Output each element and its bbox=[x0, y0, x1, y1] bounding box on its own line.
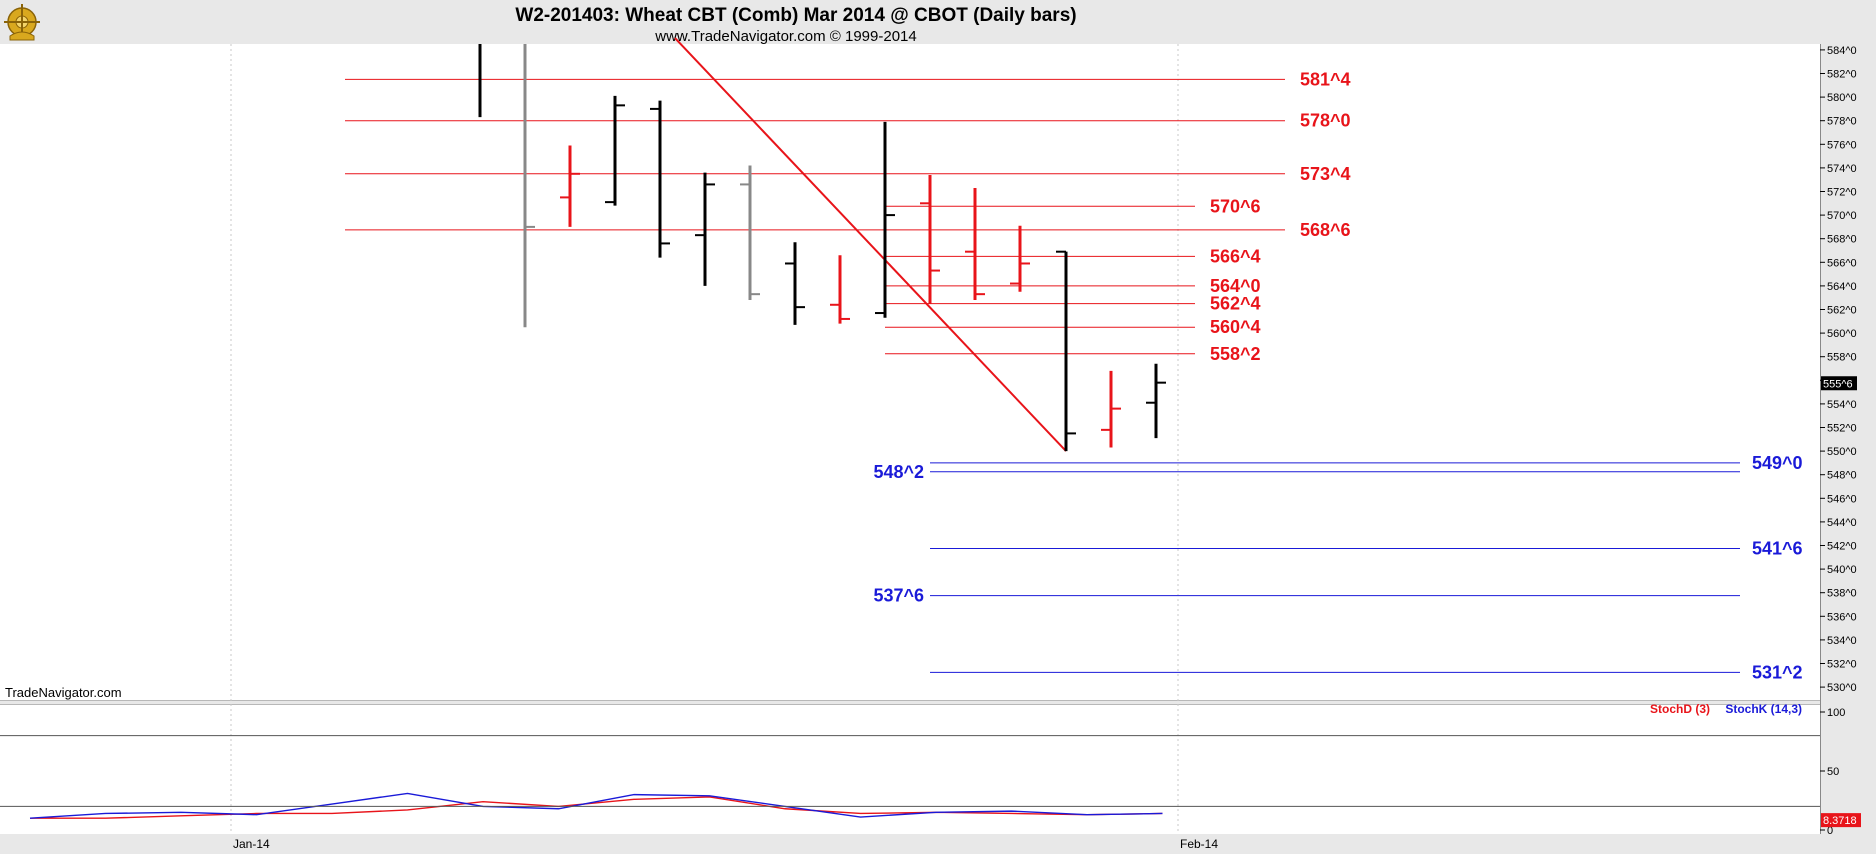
price-bar bbox=[740, 165, 760, 301]
price-bar bbox=[785, 242, 805, 325]
price-tick-label: 562^0 bbox=[1827, 305, 1857, 317]
support-label: 537^6 bbox=[873, 586, 924, 606]
price-tick-label: 574^0 bbox=[1827, 163, 1857, 175]
legend-stochk: StochK (14,3) bbox=[1725, 702, 1802, 716]
stoch-tick-label: 50 bbox=[1827, 766, 1839, 778]
price-axis: 530^0 532^0 534^0 536^0 538^0 540^0 542^0 544^0… bbox=[1820, 45, 1857, 694]
price-tick-label: 542^0 bbox=[1827, 541, 1857, 553]
price-bar bbox=[920, 174, 940, 304]
watermark: TradeNavigator.com bbox=[5, 685, 122, 700]
price-bar bbox=[1101, 370, 1121, 448]
resistance-label: 560^4 bbox=[1210, 317, 1261, 337]
last-price-box bbox=[1821, 376, 1857, 391]
price-tick-label: 560^0 bbox=[1827, 328, 1857, 340]
date-tick-label: Jan-14 bbox=[233, 837, 270, 851]
date-axis: Jan-14 Feb-14 bbox=[233, 837, 1218, 851]
price-tick-label: 534^0 bbox=[1827, 635, 1857, 647]
support-label: 549^0 bbox=[1752, 453, 1803, 473]
price-bar bbox=[605, 95, 625, 206]
price-bar bbox=[830, 255, 850, 324]
price-bar bbox=[650, 100, 670, 258]
stochastic-lines bbox=[29, 792, 1163, 819]
resistance-label: 568^6 bbox=[1300, 220, 1351, 240]
chart-title: W2-201403: Wheat CBT (Comb) Mar 2014 @ C… bbox=[515, 5, 1076, 26]
price-tick-label: 580^0 bbox=[1827, 92, 1857, 104]
stochk-series bbox=[29, 792, 1163, 819]
support-label: 531^2 bbox=[1752, 662, 1803, 682]
price-bar bbox=[1056, 250, 1076, 452]
stoch-last-value-label: 8.3718 bbox=[1823, 815, 1857, 827]
price-tick-label: 554^0 bbox=[1827, 399, 1857, 411]
price-tick-label: 578^0 bbox=[1827, 116, 1857, 128]
resistance-label: 566^4 bbox=[1210, 246, 1261, 266]
price-tick-label: 566^0 bbox=[1827, 257, 1857, 269]
stoch-last-value-box bbox=[1821, 813, 1861, 828]
resistance-label: 578^0 bbox=[1300, 111, 1351, 131]
price-tick-label: 568^0 bbox=[1827, 234, 1857, 246]
trendline bbox=[674, 37, 1067, 452]
price-tick-label: 572^0 bbox=[1827, 187, 1857, 199]
downtrend-line bbox=[674, 37, 1067, 452]
price-bar bbox=[875, 121, 895, 318]
price-tick-label: 584^0 bbox=[1827, 45, 1857, 57]
price-tick-label: 552^0 bbox=[1827, 423, 1857, 435]
tradenavigator-logo-icon bbox=[4, 4, 40, 41]
price-tick-label: 540^0 bbox=[1827, 564, 1857, 576]
price-levels: 581^4 578^0 573^4 570^6 568^6 566^4 564^0562^4… bbox=[345, 69, 1803, 682]
price-bar bbox=[1146, 363, 1166, 439]
stoch-axis: 0 50 100 8.3718 bbox=[0, 707, 1861, 837]
resistance-label: 558^2 bbox=[1210, 344, 1261, 364]
price-tick-label: 536^0 bbox=[1827, 611, 1857, 623]
stochd-series bbox=[30, 796, 1163, 819]
price-tick-label: 570^0 bbox=[1827, 210, 1857, 222]
grid-lines bbox=[230, 44, 1179, 834]
chart-subtitle: www.TradeNavigator.com © 1999-2014 bbox=[654, 28, 916, 45]
price-tick-label: 564^0 bbox=[1827, 281, 1857, 293]
date-tick-label: Feb-14 bbox=[1180, 837, 1218, 851]
price-bar bbox=[965, 187, 985, 301]
price-tick-label: 538^0 bbox=[1827, 588, 1857, 600]
price-tick-label: 558^0 bbox=[1827, 352, 1857, 364]
legend-stochd: StochD (3) bbox=[1650, 702, 1710, 716]
price-bar bbox=[523, 44, 535, 328]
stoch-tick-label: 0 bbox=[1827, 825, 1833, 837]
resistance-label: 570^6 bbox=[1210, 196, 1261, 216]
price-tick-label: 544^0 bbox=[1827, 517, 1857, 529]
support-label: 548^2 bbox=[873, 462, 924, 482]
resistance-label: 573^4 bbox=[1300, 164, 1351, 184]
price-tick-label: 546^0 bbox=[1827, 493, 1857, 505]
price-tick-label: 550^0 bbox=[1827, 446, 1857, 458]
price-tick-label: 576^0 bbox=[1827, 139, 1857, 151]
price-tick-label: 530^0 bbox=[1827, 682, 1857, 694]
price-tick-label: 582^0 bbox=[1827, 69, 1857, 81]
price-panel bbox=[0, 44, 1820, 700]
price-bar bbox=[560, 145, 580, 227]
resistance-label: 581^4 bbox=[1300, 69, 1351, 89]
support-label: 541^6 bbox=[1752, 538, 1803, 558]
resistance-label: 562^4 bbox=[1210, 294, 1261, 314]
price-bar bbox=[695, 172, 715, 286]
resistance-label: 564^0 bbox=[1210, 276, 1261, 296]
price-bar bbox=[1010, 225, 1030, 292]
price-bars bbox=[478, 44, 1166, 452]
stoch-tick-label: 100 bbox=[1827, 707, 1845, 719]
price-tick-label: 548^0 bbox=[1827, 470, 1857, 482]
last-price-label: 555^6 bbox=[1823, 378, 1853, 390]
price-tick-label: 532^0 bbox=[1827, 659, 1857, 671]
